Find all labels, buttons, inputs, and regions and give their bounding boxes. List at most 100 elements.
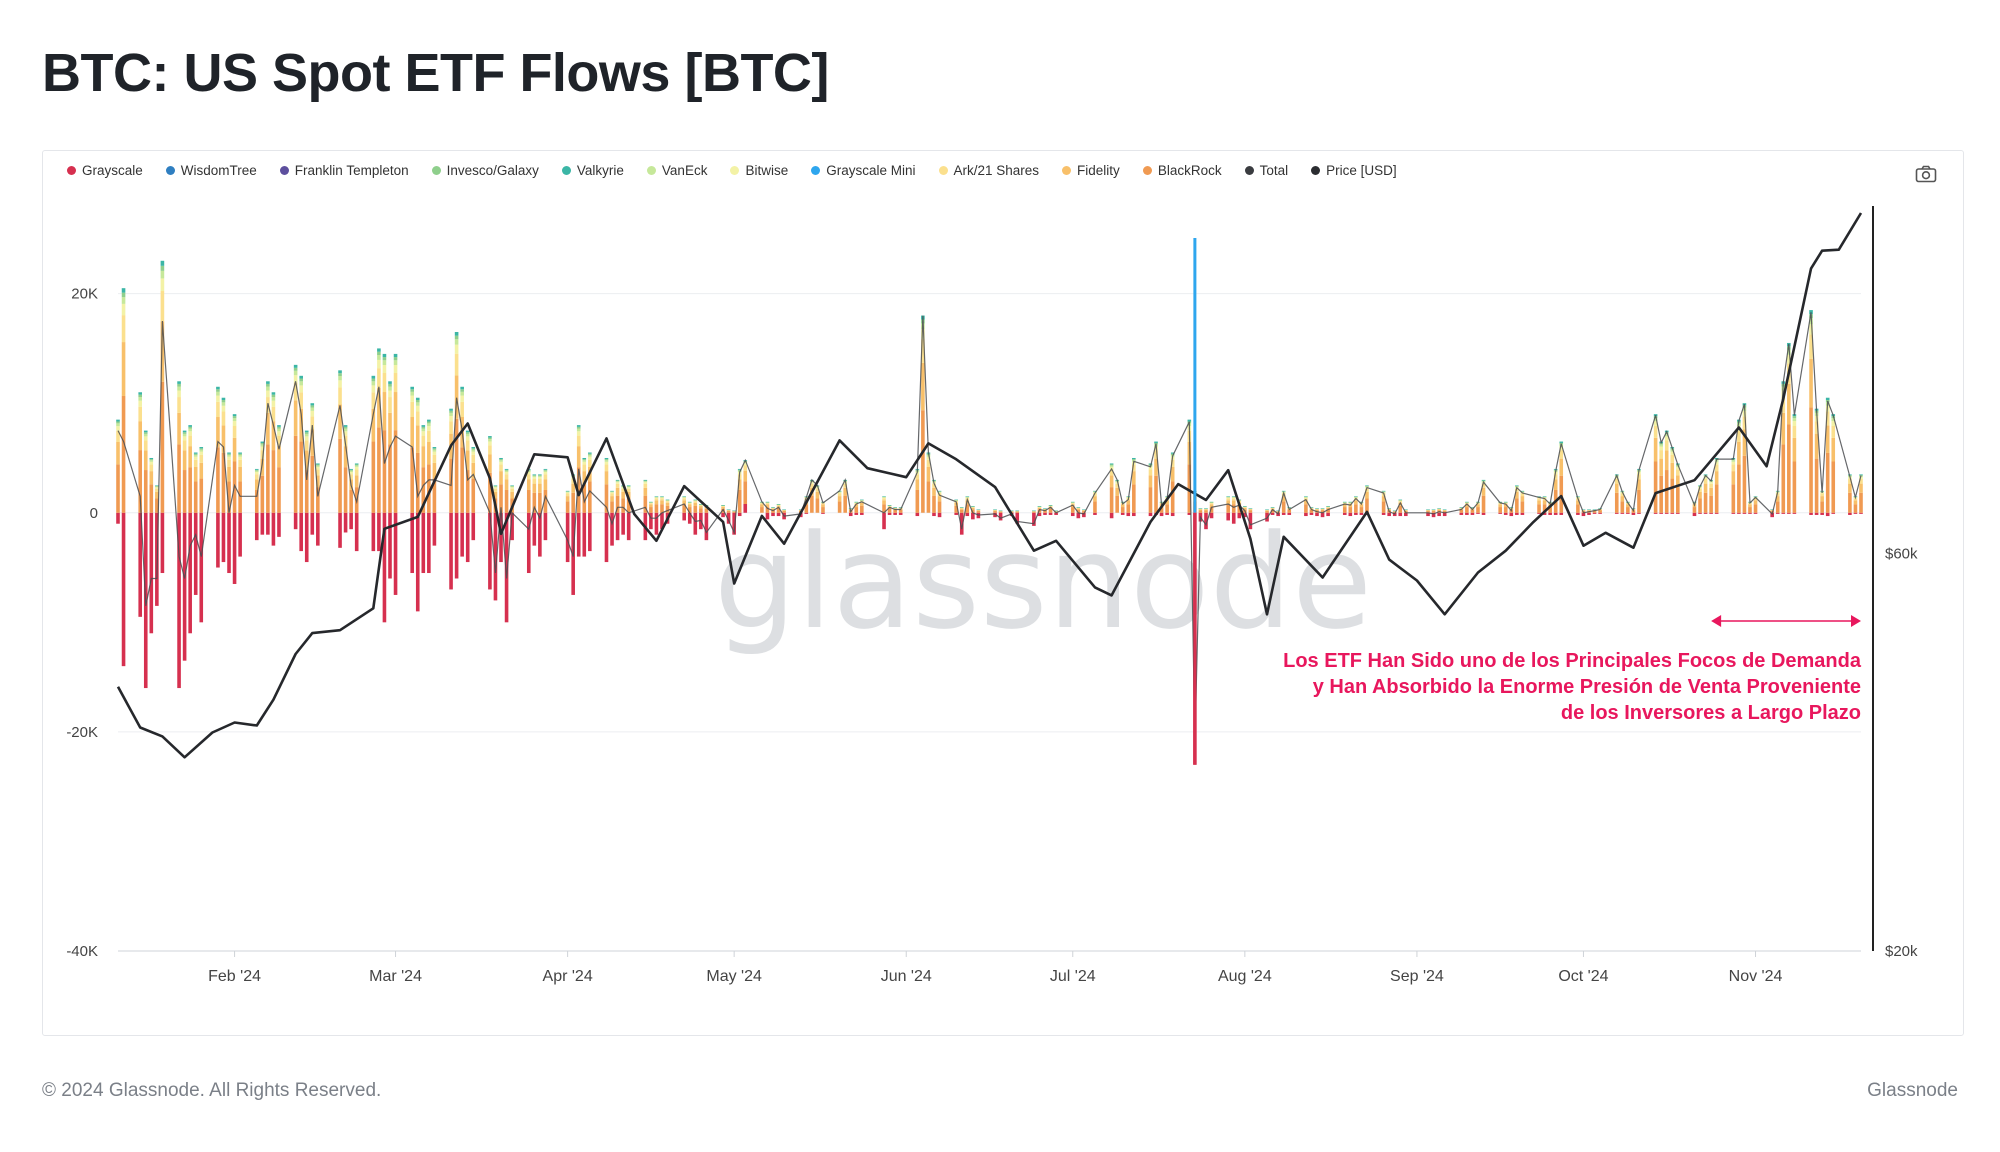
plot-area: 20K 0 -20K -40K $60k $20k Feb '24 Mar '24 Apr '2… xyxy=(66,206,1918,985)
bar-grayscale xyxy=(1281,512,1286,515)
legend-dot-icon xyxy=(938,166,948,175)
bar-blackrock xyxy=(1170,481,1175,513)
bar-invesco-galaxy xyxy=(1365,485,1369,487)
bar-grayscale xyxy=(1231,512,1236,524)
bar-fidelity xyxy=(737,479,742,490)
arrow-head-right-icon xyxy=(1851,615,1861,627)
bar-blackrock xyxy=(882,504,886,513)
legend-item[interactable]: Fidelity xyxy=(1062,163,1120,178)
bar-valkyrie xyxy=(354,463,359,465)
bar-ark-21-shares xyxy=(1825,411,1830,426)
bar-grayscale xyxy=(432,512,437,546)
bar-vaneck xyxy=(254,470,259,473)
bar-blackrock xyxy=(815,498,820,513)
bar-ark-21-shares xyxy=(649,503,653,505)
bar-grayscale xyxy=(260,512,265,535)
bar-vaneck xyxy=(343,428,348,432)
legend-item[interactable]: BlackRock xyxy=(1142,163,1222,178)
legend-item[interactable]: Grayscale Mini xyxy=(811,163,916,178)
legend-item[interactable]: Grayscale xyxy=(67,163,143,178)
bar-fidelity xyxy=(732,511,736,512)
bar-grayscale xyxy=(1515,512,1519,515)
bar-invesco-galaxy xyxy=(160,265,165,271)
bar-ark-21-shares xyxy=(1481,483,1486,488)
bar-grayscale xyxy=(310,512,315,535)
bar-ark-21-shares xyxy=(216,401,220,418)
bar-blackrock xyxy=(338,438,342,513)
legend-dot-icon xyxy=(279,166,289,175)
bar-ark-21-shares xyxy=(882,498,886,501)
bar-fidelity xyxy=(1365,491,1369,499)
bar-vaneck xyxy=(1398,500,1403,501)
bar-bitwise xyxy=(149,461,154,465)
bar-invesco-galaxy xyxy=(310,405,315,408)
bar-invesco-galaxy xyxy=(338,373,342,377)
bar-vaneck xyxy=(1659,444,1663,447)
annotation-text: y Han Absorbido la Enorme Presión de Ven… xyxy=(1313,676,1861,698)
bar-grayscale xyxy=(199,512,204,623)
legend-item[interactable]: Valkyrie xyxy=(561,163,624,178)
bar-valkyrie xyxy=(271,392,276,395)
bar-grayscale xyxy=(660,512,664,530)
bar-vaneck xyxy=(160,270,165,279)
bar-invesco-galaxy xyxy=(293,367,298,371)
bar-vaneck xyxy=(1792,418,1797,422)
bar-invesco-galaxy xyxy=(382,357,387,361)
bar-fidelity xyxy=(1698,491,1702,499)
legend-item[interactable]: VanEck xyxy=(646,163,707,178)
bar-ark-21-shares xyxy=(177,397,181,413)
bar-valkyrie xyxy=(615,479,620,481)
bar-grayscale xyxy=(1226,512,1230,521)
bar-blackrock xyxy=(704,508,709,513)
bar-vaneck xyxy=(1354,496,1358,498)
bar-valkyrie xyxy=(1270,507,1275,508)
bar-blackrock xyxy=(371,441,376,513)
bar-grayscale xyxy=(410,512,415,574)
bar-bitwise xyxy=(693,500,698,502)
bar-fidelity xyxy=(782,510,786,512)
bar-valkyrie xyxy=(765,501,770,503)
bar-grayscale xyxy=(1170,512,1175,517)
bar-ark-21-shares xyxy=(682,498,686,501)
bar-ark-21-shares xyxy=(932,483,936,488)
bar-valkyrie xyxy=(1398,499,1403,501)
bar-grayscale xyxy=(1542,512,1547,515)
bar-valkyrie xyxy=(776,504,781,505)
bar-ark-21-shares xyxy=(193,459,198,467)
camera-icon[interactable] xyxy=(1915,165,1937,183)
bar-ark-21-shares xyxy=(1537,498,1541,501)
bar-fidelity xyxy=(1465,504,1469,508)
legend-item[interactable]: Franklin Templeton xyxy=(279,163,409,178)
bar-fidelity xyxy=(266,412,270,445)
bar-vaneck xyxy=(371,381,376,386)
bar-bitwise xyxy=(1659,446,1663,451)
bar-grayscale xyxy=(1792,512,1797,514)
legend-item[interactable]: Invesco/Galaxy xyxy=(431,163,539,178)
bar-grayscale xyxy=(1703,512,1708,514)
bar-fidelity xyxy=(1742,429,1747,456)
bar-ark-21-shares xyxy=(576,435,581,447)
bar-ark-21-shares xyxy=(604,464,609,472)
bar-invesco-galaxy xyxy=(460,389,464,392)
bar-grayscale xyxy=(776,512,781,517)
bar-valkyrie xyxy=(959,507,964,508)
arrow-head-left-icon xyxy=(1711,615,1722,627)
bar-grayscale xyxy=(848,512,853,517)
bar-fidelity xyxy=(1809,358,1813,408)
legend-item[interactable]: WisdomTree xyxy=(165,163,257,178)
bar-blackrock xyxy=(427,464,431,513)
legend-item[interactable]: Ark/21 Shares xyxy=(938,163,1039,178)
legend-dot-icon xyxy=(730,166,740,175)
bar-invesco-galaxy xyxy=(155,485,159,487)
bar-invesco-galaxy xyxy=(737,469,742,471)
bar-valkyrie xyxy=(543,468,548,470)
bar-blackrock xyxy=(1481,495,1486,513)
legend-item[interactable]: Price [USD] xyxy=(1311,163,1397,178)
bar-valkyrie xyxy=(1426,509,1430,510)
bar-grayscale xyxy=(1742,512,1747,514)
bar-grayscale xyxy=(504,512,509,623)
legend-item[interactable]: Bitwise xyxy=(730,163,788,178)
legend-item[interactable]: Total xyxy=(1244,163,1288,178)
bar-vaneck xyxy=(116,423,120,427)
bar-valkyrie xyxy=(299,375,303,379)
